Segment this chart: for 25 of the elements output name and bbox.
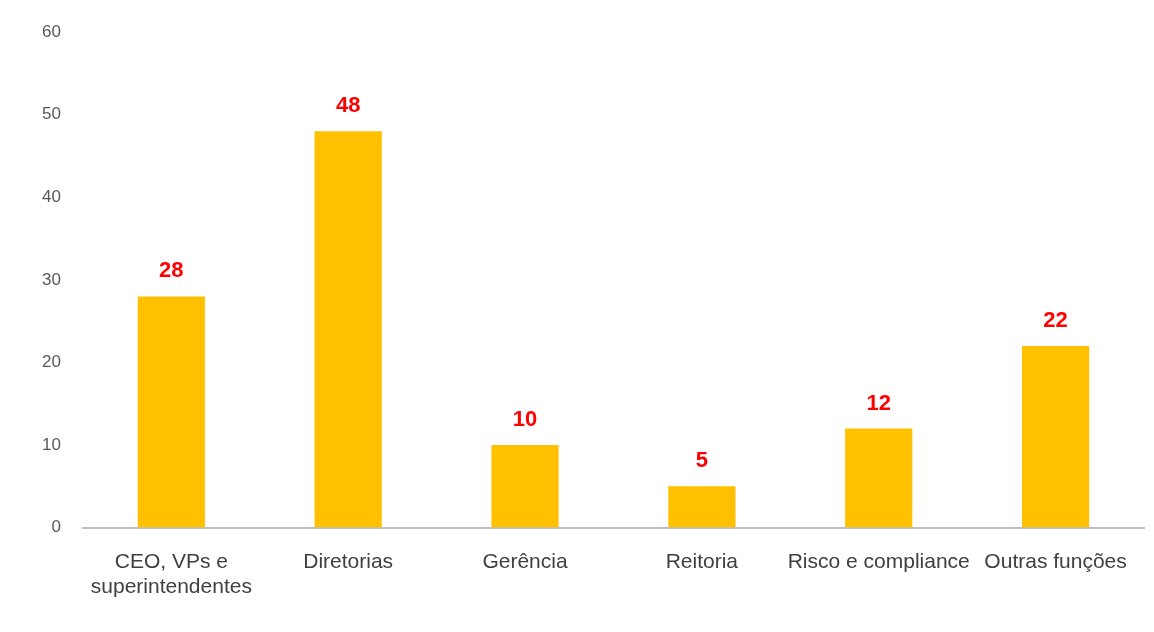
y-tick-label: 40: [41, 187, 61, 207]
y-tick-label: 60: [41, 21, 61, 41]
bar: [137, 296, 205, 528]
y-tick-label: 10: [41, 434, 61, 454]
data-label: 28: [159, 257, 184, 283]
data-label: 48: [335, 92, 361, 118]
bar: [845, 428, 913, 528]
bar: [668, 486, 736, 528]
y-tick-label: 30: [41, 269, 61, 289]
y-tick-label: 20: [41, 352, 61, 372]
data-label: 5: [695, 447, 708, 473]
data-label: 12: [866, 389, 891, 415]
bar: [314, 131, 382, 528]
x-tick-label: Risco e compliance: [787, 549, 970, 572]
y-tick-label: 0: [51, 517, 61, 537]
data-label: 22: [1043, 307, 1068, 333]
data-label: 10: [512, 406, 538, 432]
bar: [1021, 345, 1090, 528]
x-tick-label: CEO, VPs e superintendentes: [90, 549, 252, 598]
x-tick-label: Diretorias: [303, 549, 394, 572]
bar: [491, 445, 559, 528]
y-tick-label: 50: [41, 104, 61, 124]
x-tick-label: Gerência: [482, 549, 568, 572]
x-tick-label: Reitoria: [665, 549, 739, 572]
x-tick-label: Outras funções: [984, 549, 1127, 572]
